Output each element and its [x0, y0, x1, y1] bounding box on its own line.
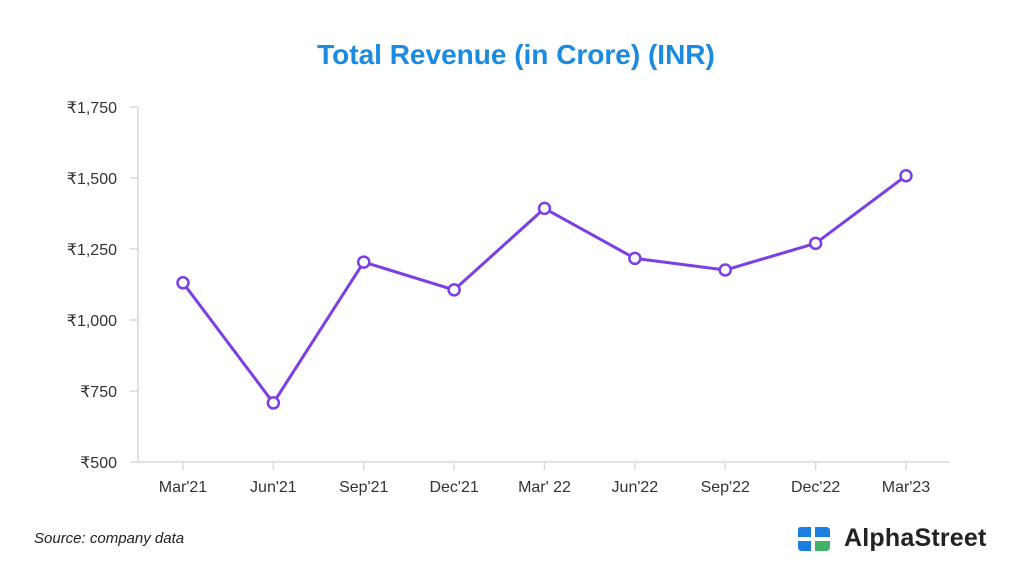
x-tick-label: Mar'23 — [882, 479, 931, 496]
y-tick-label: ₹1,500 — [67, 171, 117, 188]
alphastreet-logo-icon — [798, 526, 830, 551]
data-point — [537, 201, 552, 216]
x-tick-labels: Mar'21 Jun'21 Sep'21 Dec'21 Mar' 22 Jun'22 Sep… — [159, 479, 931, 496]
x-tick-label: Dec'21 — [429, 479, 478, 496]
source-note: Source: company data — [34, 530, 185, 547]
x-tick-label: Mar'21 — [159, 479, 208, 496]
y-tick-label: ₹1,000 — [67, 313, 117, 330]
data-point — [357, 255, 371, 269]
x-tick-label: Jun'21 — [250, 479, 297, 496]
y-tick-labels: ₹500 ₹750 ₹1,000 ₹1,250 ₹1,500 ₹1,750 — [67, 100, 117, 472]
series-total-revenue — [176, 168, 913, 410]
x-tick-label: Sep'21 — [339, 479, 388, 496]
x-tick-label: Jun'22 — [612, 479, 659, 496]
data-point — [718, 263, 732, 277]
data-point — [808, 236, 823, 251]
data-point — [899, 168, 913, 183]
axes — [130, 106, 950, 470]
data-point — [176, 276, 190, 290]
data-point — [266, 396, 281, 410]
data-point — [628, 251, 642, 266]
brand-name: AlphaStreet — [844, 524, 987, 552]
chart-title: Total Revenue (in Crore) (INR) — [317, 39, 715, 70]
y-tick-label: ₹750 — [80, 384, 117, 401]
x-tick-label: Mar' 22 — [518, 479, 571, 496]
y-tick-label: ₹1,750 — [67, 100, 117, 117]
y-tick-label: ₹500 — [80, 455, 117, 472]
y-tick-label: ₹1,250 — [67, 242, 117, 259]
brand-logo: AlphaStreet — [796, 524, 987, 553]
data-point — [447, 283, 461, 297]
x-tick-label: Sep'22 — [701, 479, 750, 496]
x-tick-label: Dec'22 — [791, 479, 840, 496]
